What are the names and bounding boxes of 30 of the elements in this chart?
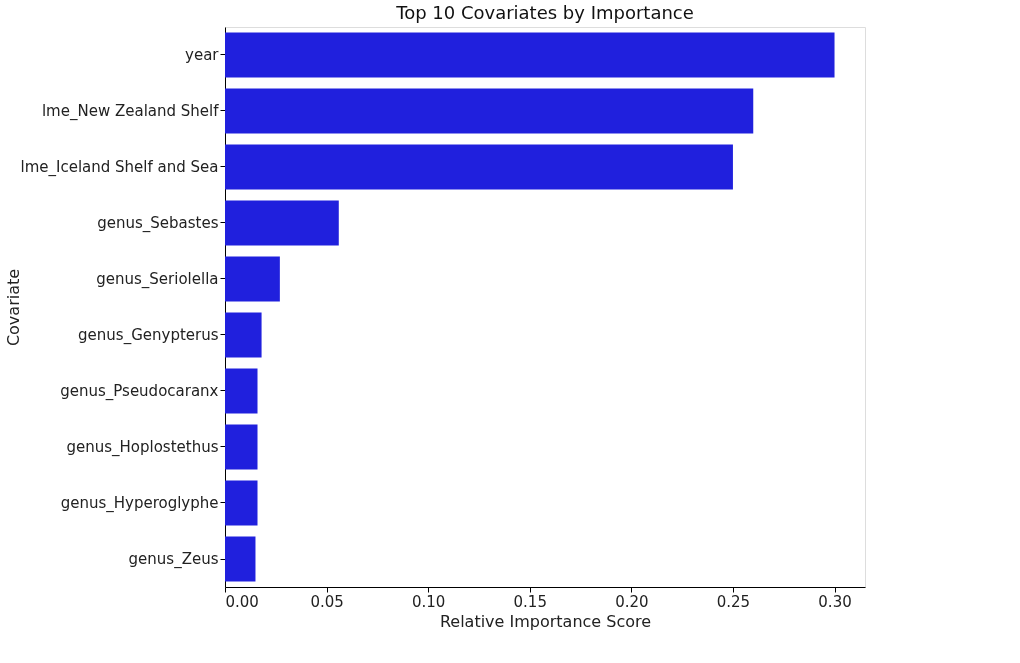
y-tick-label: genus_Sebastes	[97, 214, 219, 233]
bar	[225, 200, 339, 246]
y-axis-title: Covariate	[3, 268, 23, 347]
y-tick-label: lme_Iceland Shelf and Sea	[20, 158, 219, 177]
x-tick-label: 0.20	[615, 592, 649, 611]
y-tick-label: genus_Hyperoglyphe	[60, 494, 219, 513]
bar	[225, 536, 256, 582]
y-tick-label: genus_Pseudocaranx	[60, 382, 219, 401]
bar	[225, 312, 262, 358]
x-axis-title: Relative Importance Score	[439, 611, 652, 631]
bar	[225, 424, 258, 470]
y-tick-label: year	[185, 46, 220, 64]
bar	[225, 88, 754, 134]
bar	[225, 256, 280, 302]
bar	[225, 480, 258, 526]
y-tick-label: genus_Seriolella	[96, 270, 219, 289]
y-tick-label: lme_New Zealand Shelf	[41, 102, 220, 121]
chart-title: Top 10 Covariates by Importance	[395, 2, 694, 23]
x-tick-label: 0.05	[310, 592, 344, 611]
y-tick-label: genus_Zeus	[128, 550, 219, 569]
x-tick-label: 0.10	[411, 592, 446, 611]
y-tick-label: genus_Genypterus	[78, 326, 219, 345]
y-tick-label: genus_Hoplostethus	[66, 438, 219, 457]
x-tick-label: 0.30	[818, 592, 852, 611]
x-tick-label: 0.15	[513, 592, 547, 611]
x-tick-label: 0.00	[225, 592, 259, 611]
bar	[225, 32, 835, 78]
bar	[225, 144, 733, 190]
x-tick-label: 0.25	[716, 592, 751, 611]
bar	[225, 368, 258, 414]
